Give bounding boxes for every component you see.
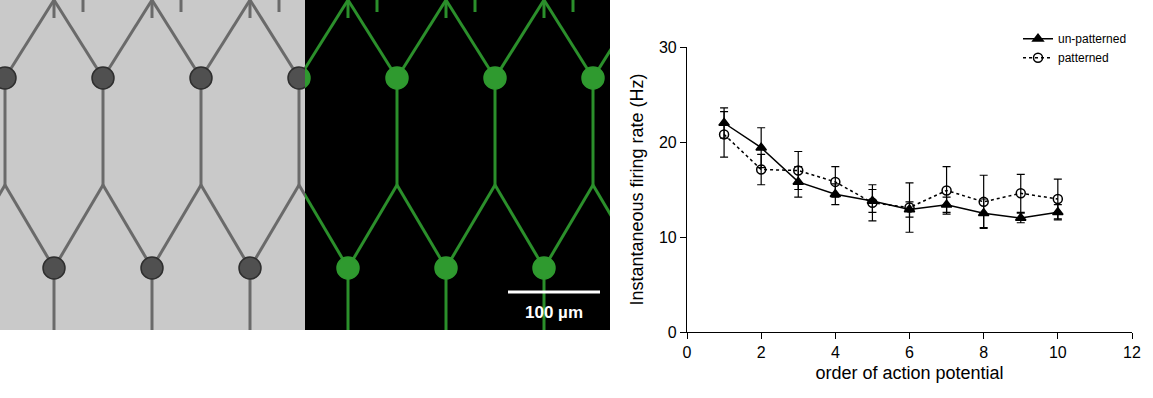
svg-text:4: 4 — [831, 344, 840, 361]
svg-text:order of action potential: order of action potential — [815, 363, 1003, 383]
svg-text:20: 20 — [659, 134, 677, 151]
svg-text:un-patterned: un-patterned — [1058, 32, 1126, 46]
svg-text:Instantaneous firing rate (Hz): Instantaneous firing rate (Hz) — [627, 73, 647, 305]
svg-text:10: 10 — [1049, 344, 1067, 361]
svg-text:patterned: patterned — [1058, 51, 1109, 65]
svg-text:30: 30 — [659, 39, 677, 56]
svg-text:12: 12 — [1123, 344, 1141, 361]
svg-text:10: 10 — [659, 229, 677, 246]
svg-text:2: 2 — [757, 344, 766, 361]
svg-text:8: 8 — [979, 344, 988, 361]
svg-text:6: 6 — [905, 344, 914, 361]
svg-text:0: 0 — [683, 344, 692, 361]
svg-text:0: 0 — [668, 324, 677, 341]
svg-text:100 µm: 100 µm — [525, 303, 583, 322]
